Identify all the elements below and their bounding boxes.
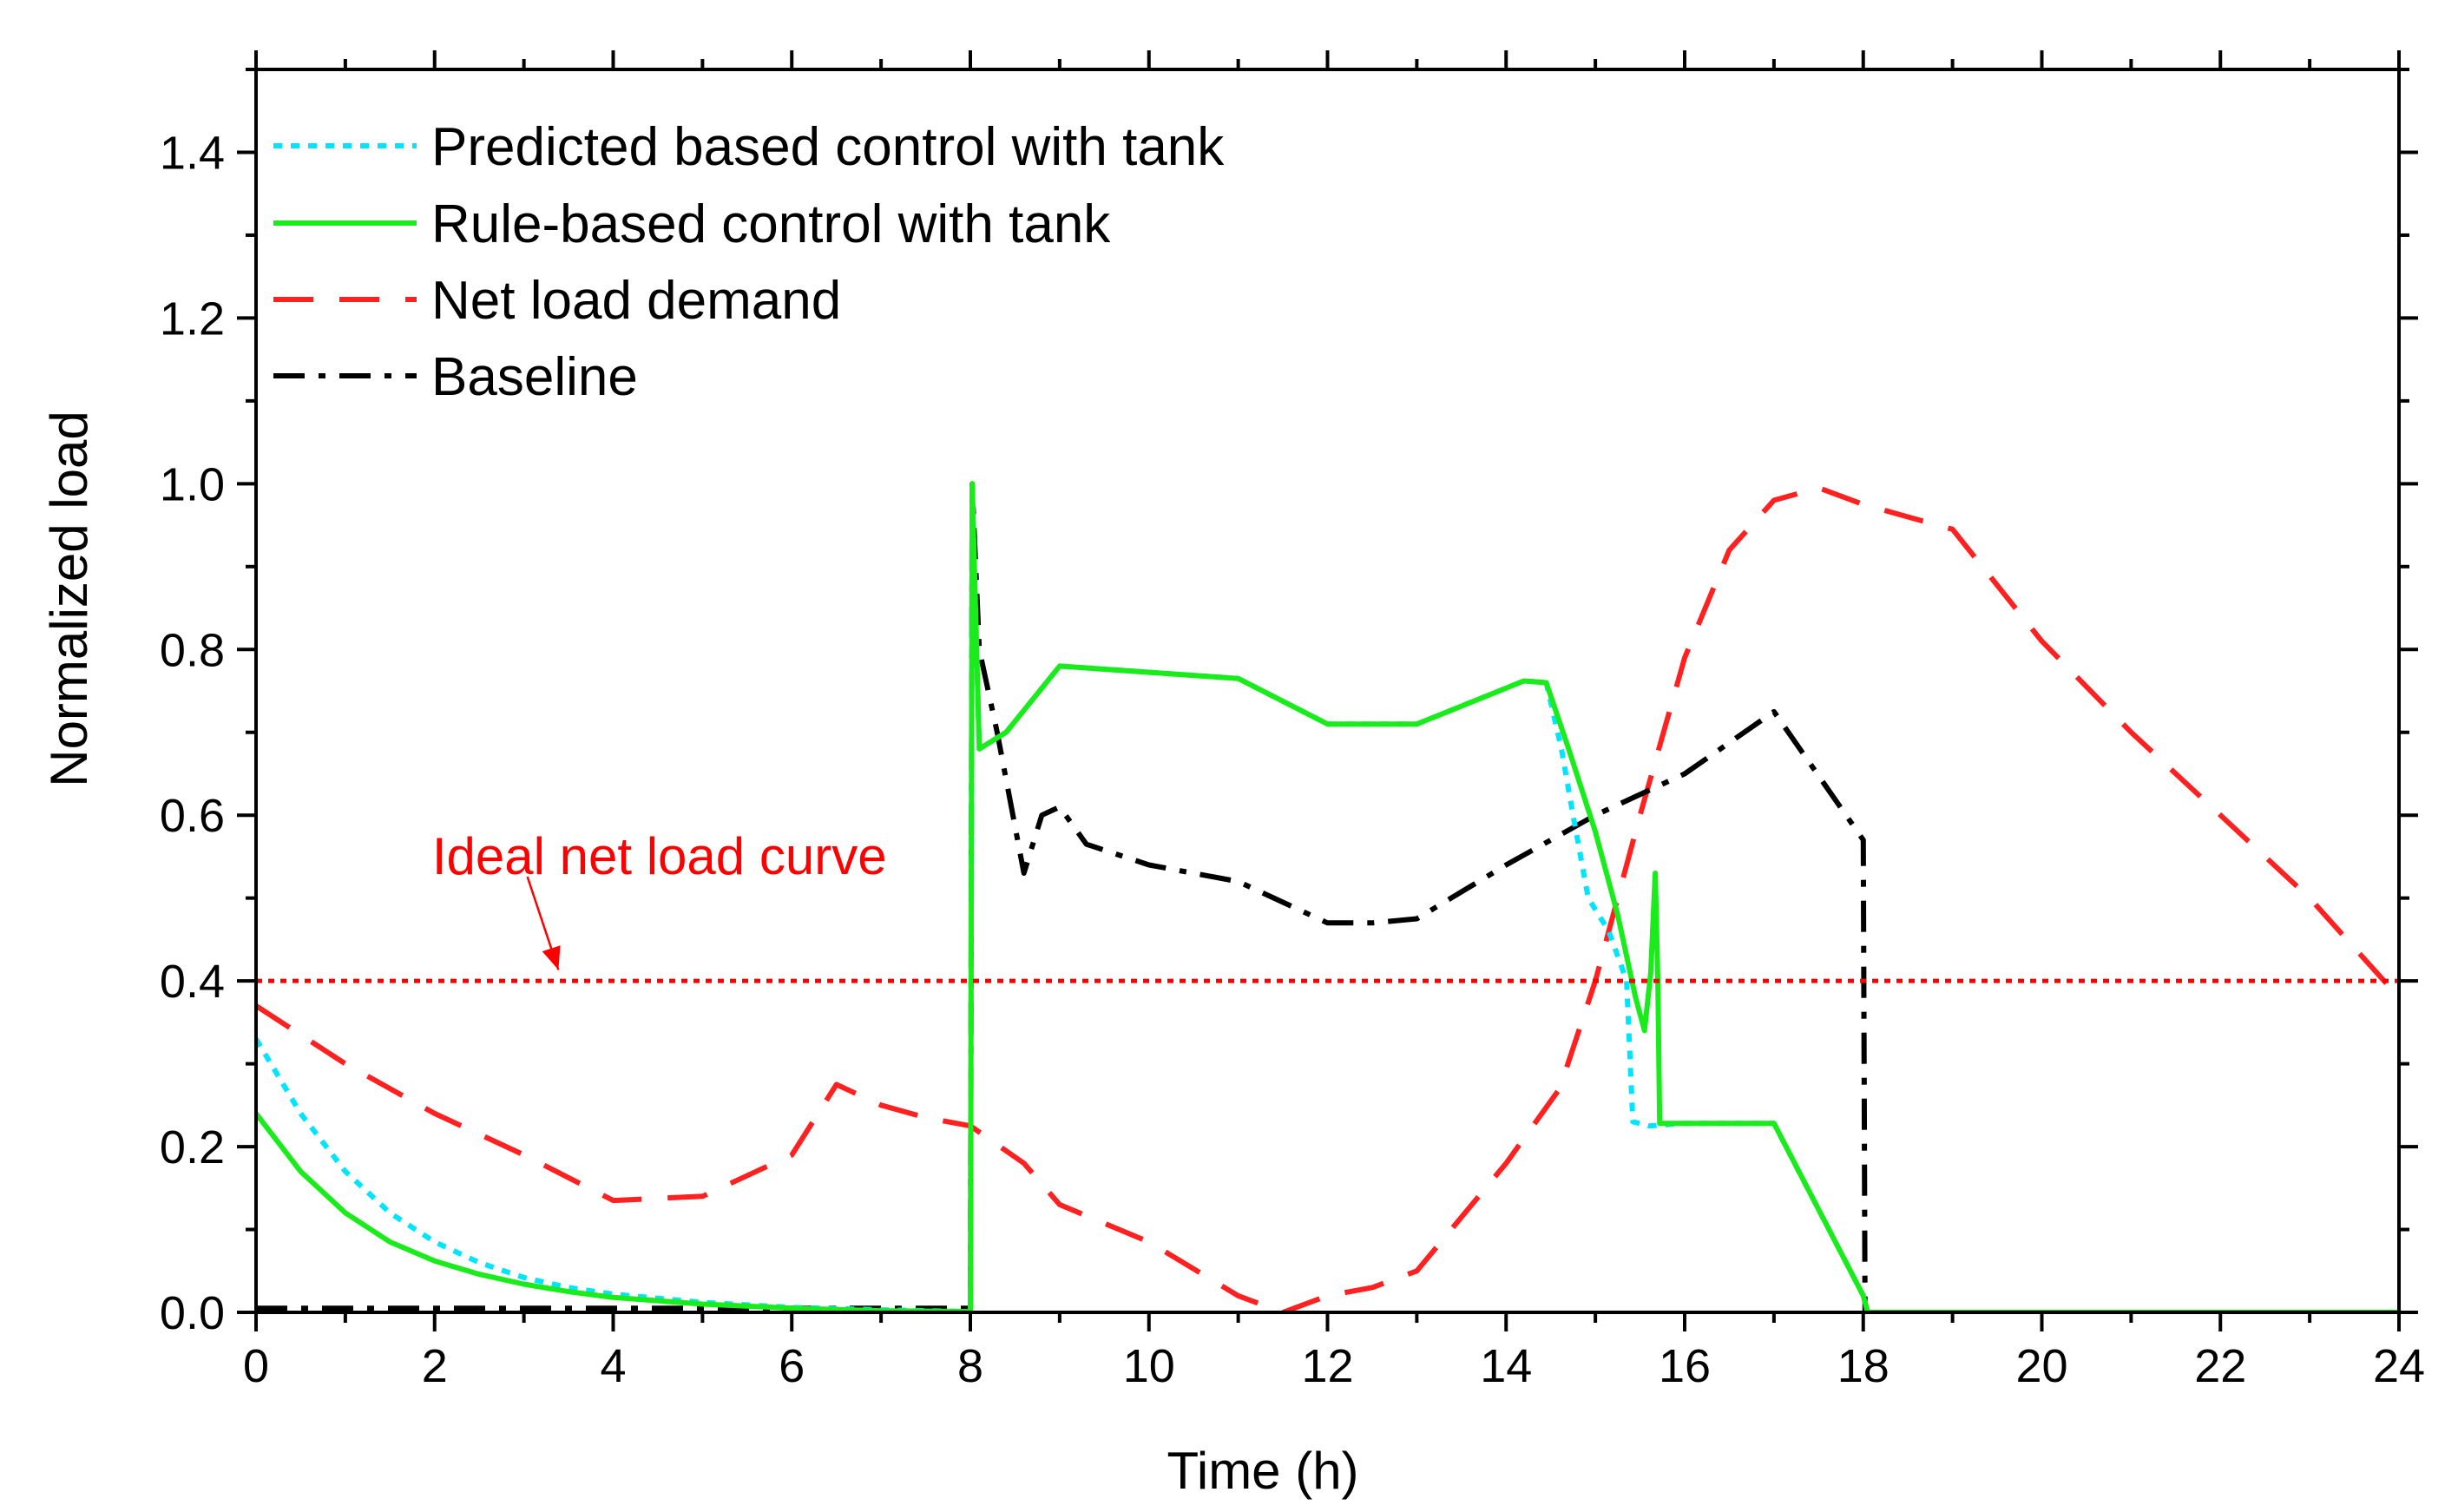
annotations: Ideal net load curve — [432, 827, 887, 970]
legend-label: Baseline — [431, 347, 638, 407]
plot-border — [254, 68, 2401, 1314]
x-tick-label: 10 — [1123, 1340, 1175, 1392]
y-tick-label: 1.0 — [160, 458, 225, 510]
y-tick-label: 0.0 — [160, 1287, 225, 1339]
series-layer — [256, 481, 2399, 1312]
y-tick-label: 0.4 — [160, 956, 225, 1008]
x-tick-label: 24 — [2373, 1340, 2425, 1392]
x-axis-title: Time (h) — [1167, 1442, 1358, 1500]
x-tick-label: 22 — [2194, 1340, 2246, 1392]
series-line-net-load-demand — [256, 485, 2399, 1312]
legend-label: Net load demand — [431, 271, 841, 331]
x-tick-label: 2 — [422, 1340, 448, 1392]
x-tick-label: 14 — [1480, 1340, 1532, 1392]
x-tick-label: 18 — [1837, 1340, 1890, 1392]
series-line-rule-based-control-with-tank — [256, 481, 2399, 1312]
plot-frame — [254, 68, 2401, 1314]
x-tick-label: 16 — [1659, 1340, 1711, 1392]
x-tick-label: 0 — [243, 1340, 269, 1392]
legend-label: Predicted based control with tank — [431, 117, 1225, 177]
axis-ticks — [237, 50, 2418, 1331]
y-tick-label: 0.6 — [160, 790, 225, 842]
x-tick-label: 8 — [957, 1340, 983, 1392]
legend: Predicted based control with tank Rule-ba… — [273, 117, 1225, 407]
y-axis-title: Normalized load — [40, 411, 98, 787]
y-tick-label: 0.2 — [160, 1121, 225, 1173]
series-line-baseline — [256, 481, 2399, 1312]
x-tick-label: 20 — [2015, 1340, 2067, 1392]
x-tick-label: 6 — [779, 1340, 805, 1392]
x-tick-label: 4 — [600, 1340, 626, 1392]
x-tick-label: 12 — [1301, 1340, 1353, 1392]
y-tick-label: 1.4 — [160, 127, 225, 179]
legend-label: Rule-based control with tank — [431, 194, 1111, 254]
annotation-arrow-head — [542, 945, 561, 970]
tick-labels: 0 2 4 6 8 10 12 14 16 18 20 22 240.00.20.40.60.81.01… — [160, 127, 2425, 1392]
y-tick-label: 0.8 — [160, 624, 225, 676]
annotation-ideal-net-load-curve: Ideal net load curve — [432, 827, 887, 885]
series-line-predicted-based-control-with-tank — [256, 481, 2399, 1312]
y-tick-label: 1.2 — [160, 293, 225, 345]
